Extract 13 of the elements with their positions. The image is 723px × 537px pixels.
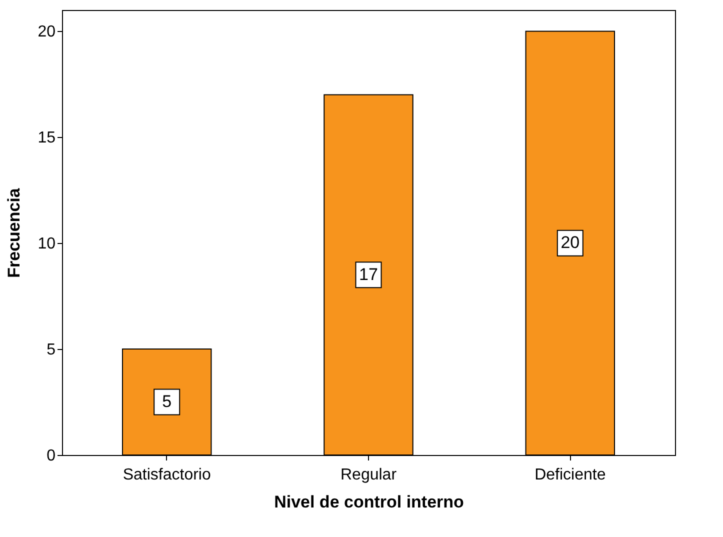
- data-label: 17: [359, 264, 378, 284]
- y-tick-label: 20: [38, 24, 56, 41]
- y-axis-title: Frecuencia: [4, 188, 24, 278]
- data-label: 5: [162, 392, 172, 412]
- y-tick-label: 15: [38, 130, 56, 147]
- data-label: 20: [560, 233, 580, 252]
- x-axis-title: Nivel de control interno: [274, 492, 464, 512]
- x-tick-label: Satisfactorio: [122, 466, 211, 484]
- x-tick-label: Deficiente: [534, 466, 606, 484]
- x-tick-label: Regular: [340, 466, 398, 484]
- y-tick-label: 0: [46, 448, 56, 464]
- y-tick-label: 10: [38, 236, 56, 253]
- y-tick-label: 5: [46, 342, 56, 359]
